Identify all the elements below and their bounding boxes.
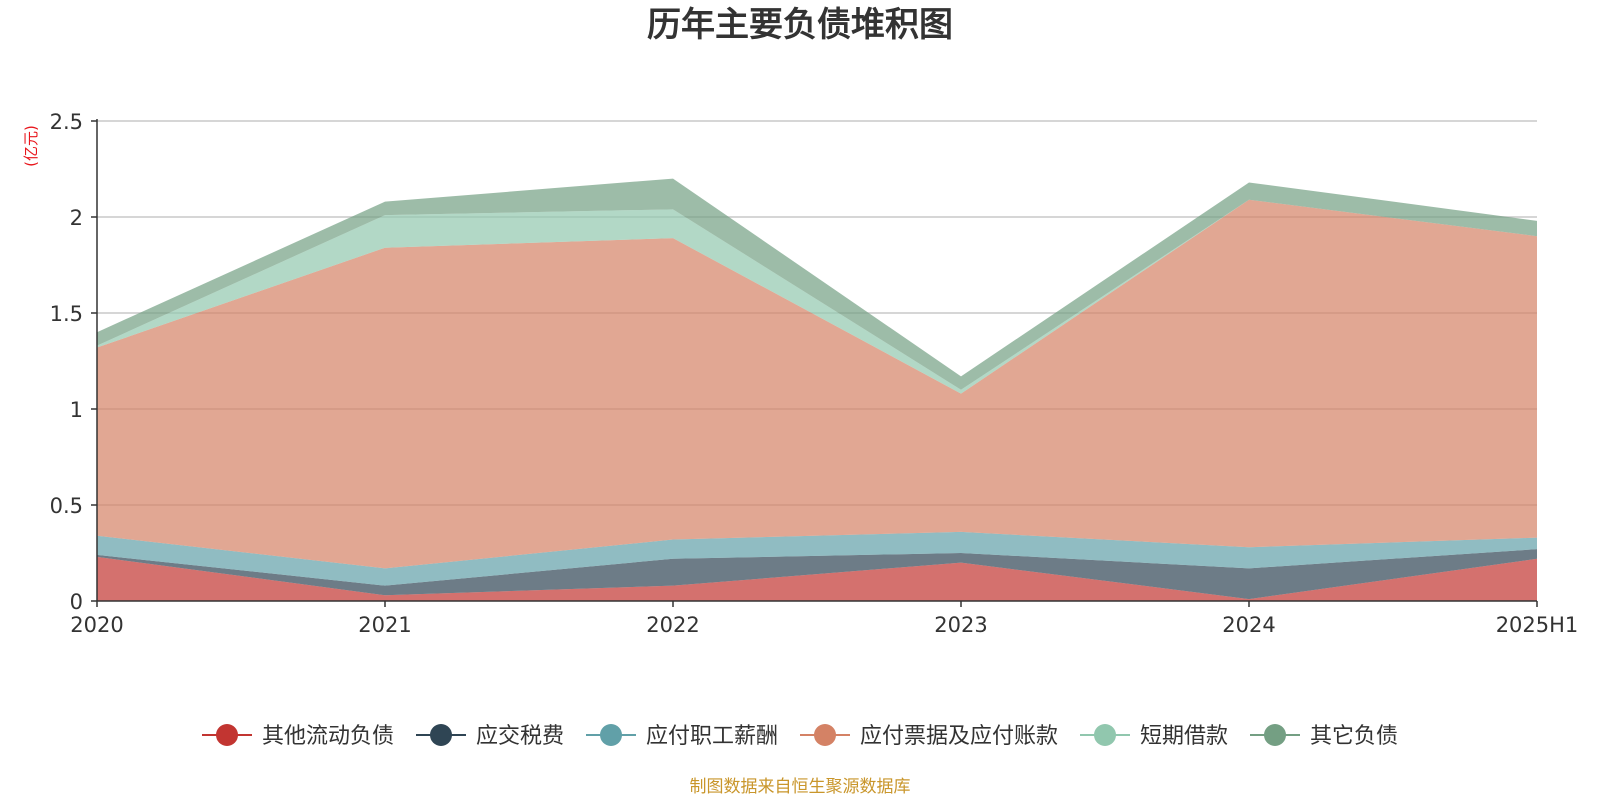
legend-circle-icon	[1094, 724, 1116, 746]
x-tick-label: 2024	[1222, 613, 1275, 637]
legend-circle-icon	[216, 724, 238, 746]
y-tick-label: 1.5	[50, 302, 83, 326]
chart-title: 历年主要负债堆积图	[647, 5, 953, 45]
x-tick-label: 2021	[358, 613, 411, 637]
x-tick-label: 2025H1	[1496, 613, 1579, 637]
axes: 0 0.5 1 1.5 2 2.5 2020 2021 2022 2023 2024 2025H1	[50, 110, 1579, 637]
y-axis-unit-label: (亿元)	[22, 125, 40, 167]
y-tick-label: 2.5	[50, 110, 83, 134]
legend-item-4[interactable]: 应付票据及应付账款	[800, 724, 1058, 749]
y-tick-label: 0.5	[50, 494, 83, 518]
area-series-3	[97, 531, 1537, 586]
area-series-group	[97, 178, 1537, 601]
legend-label: 短期借款	[1140, 724, 1228, 749]
legend-circle-icon	[814, 724, 836, 746]
legend-item-6[interactable]: 其它负债	[1250, 724, 1398, 749]
x-tick-label: 2020	[70, 613, 123, 637]
source-note: 制图数据来自恒生聚源数据库	[690, 777, 911, 797]
legend-label: 其它负债	[1310, 724, 1398, 749]
area-series-6	[97, 178, 1537, 390]
x-tick-label: 2023	[934, 613, 987, 637]
y-tick-label: 0	[70, 590, 83, 614]
y-tick-label: 1	[70, 398, 83, 422]
legend-item-2[interactable]: 应交税费	[416, 724, 564, 749]
legend-label: 应付职工薪酬	[646, 724, 778, 749]
legend-item-1[interactable]: 其他流动负债	[202, 724, 394, 749]
area-series-4	[97, 199, 1537, 569]
y-tick-label: 2	[70, 206, 83, 230]
legend-item-5[interactable]: 短期借款	[1080, 724, 1228, 749]
legend-label: 应交税费	[476, 724, 564, 749]
legend[interactable]: 其他流动负债 应交税费 应付职工薪酬 应付票据及应付账款 短期借款 其它负债	[202, 724, 1398, 749]
x-tick-label: 2022	[646, 613, 699, 637]
legend-circle-icon	[1264, 724, 1286, 746]
legend-circle-icon	[430, 724, 452, 746]
area-series-2	[97, 549, 1537, 600]
legend-circle-icon	[600, 724, 622, 746]
legend-item-3[interactable]: 应付职工薪酬	[586, 724, 778, 749]
legend-label: 其他流动负债	[262, 724, 394, 749]
legend-label: 应付票据及应付账款	[860, 724, 1058, 749]
area-series-1	[97, 556, 1537, 601]
